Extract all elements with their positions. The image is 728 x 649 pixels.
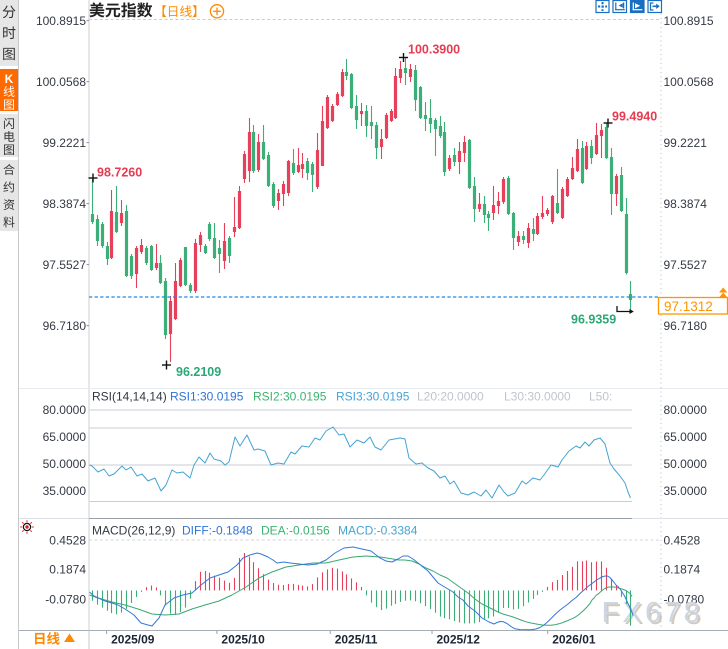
svg-text:100.8915: 100.8915 — [36, 14, 86, 28]
svg-text:99.4940: 99.4940 — [612, 110, 657, 124]
svg-text:RSI1:30.0195: RSI1:30.0195 — [170, 390, 244, 404]
svg-text:35.0000: 35.0000 — [664, 484, 708, 498]
svg-text:96.7180: 96.7180 — [43, 319, 87, 333]
svg-text:FX678: FX678 — [602, 597, 703, 629]
svg-text:99.2221: 99.2221 — [43, 136, 87, 150]
svg-text:-0.0780: -0.0780 — [45, 592, 86, 606]
svg-text:DEA:-0.0156: DEA:-0.0156 — [261, 524, 330, 538]
svg-text:50.0000: 50.0000 — [43, 457, 87, 471]
svg-text:RSI(14,14,14): RSI(14,14,14) — [92, 390, 167, 404]
svg-text:0.1874: 0.1874 — [49, 563, 86, 577]
svg-text:MACD(26,12,9): MACD(26,12,9) — [92, 524, 175, 538]
svg-text:96.7180: 96.7180 — [664, 319, 708, 333]
svg-text:-0.0780: -0.0780 — [664, 592, 705, 606]
svg-text:97.5527: 97.5527 — [43, 258, 87, 272]
svg-text:0.1874: 0.1874 — [664, 563, 701, 577]
svg-text:MACD:-0.3384: MACD:-0.3384 — [338, 524, 418, 538]
svg-text:98.3874: 98.3874 — [43, 197, 87, 211]
svg-text:97.1312: 97.1312 — [664, 299, 713, 314]
svg-text:96.9359: 96.9359 — [571, 313, 616, 327]
svg-text:L20:20.0000: L20:20.0000 — [417, 390, 484, 404]
svg-text:50.0000: 50.0000 — [664, 457, 708, 471]
svg-text:100.0568: 100.0568 — [664, 75, 714, 89]
svg-text:DIFF:-0.1848: DIFF:-0.1848 — [182, 524, 253, 538]
svg-text:99.2221: 99.2221 — [664, 136, 708, 150]
svg-text:RSI2:30.0195: RSI2:30.0195 — [253, 390, 327, 404]
svg-text:2025/11: 2025/11 — [335, 633, 378, 647]
svg-text:80.0000: 80.0000 — [43, 403, 87, 417]
svg-text:100.3900: 100.3900 — [408, 43, 460, 57]
svg-text:2025/10: 2025/10 — [221, 633, 265, 647]
svg-text:RSI3:30.0195: RSI3:30.0195 — [336, 390, 410, 404]
svg-text:65.0000: 65.0000 — [43, 430, 87, 444]
svg-text:L30:30.0000: L30:30.0000 — [504, 390, 571, 404]
svg-text:K: K — [5, 72, 14, 86]
svg-text:100.8915: 100.8915 — [664, 14, 714, 28]
svg-text:80.0000: 80.0000 — [664, 403, 708, 417]
svg-text:96.2109: 96.2109 — [176, 365, 221, 379]
svg-text:35.0000: 35.0000 — [43, 484, 87, 498]
svg-text:97.5527: 97.5527 — [664, 258, 708, 272]
svg-text:FX678: FX678 — [604, 599, 705, 631]
svg-text:100.0568: 100.0568 — [36, 75, 86, 89]
svg-text:0.4528: 0.4528 — [664, 534, 701, 548]
svg-text:0.4528: 0.4528 — [49, 534, 86, 548]
svg-text:2025/09: 2025/09 — [111, 633, 155, 647]
svg-text:65.0000: 65.0000 — [664, 430, 708, 444]
svg-text:2025/12: 2025/12 — [437, 633, 481, 647]
svg-text:98.3874: 98.3874 — [664, 197, 708, 211]
svg-text:98.7260: 98.7260 — [97, 166, 142, 180]
svg-text:L50:: L50: — [589, 390, 612, 404]
svg-text:2026/01: 2026/01 — [552, 633, 596, 647]
